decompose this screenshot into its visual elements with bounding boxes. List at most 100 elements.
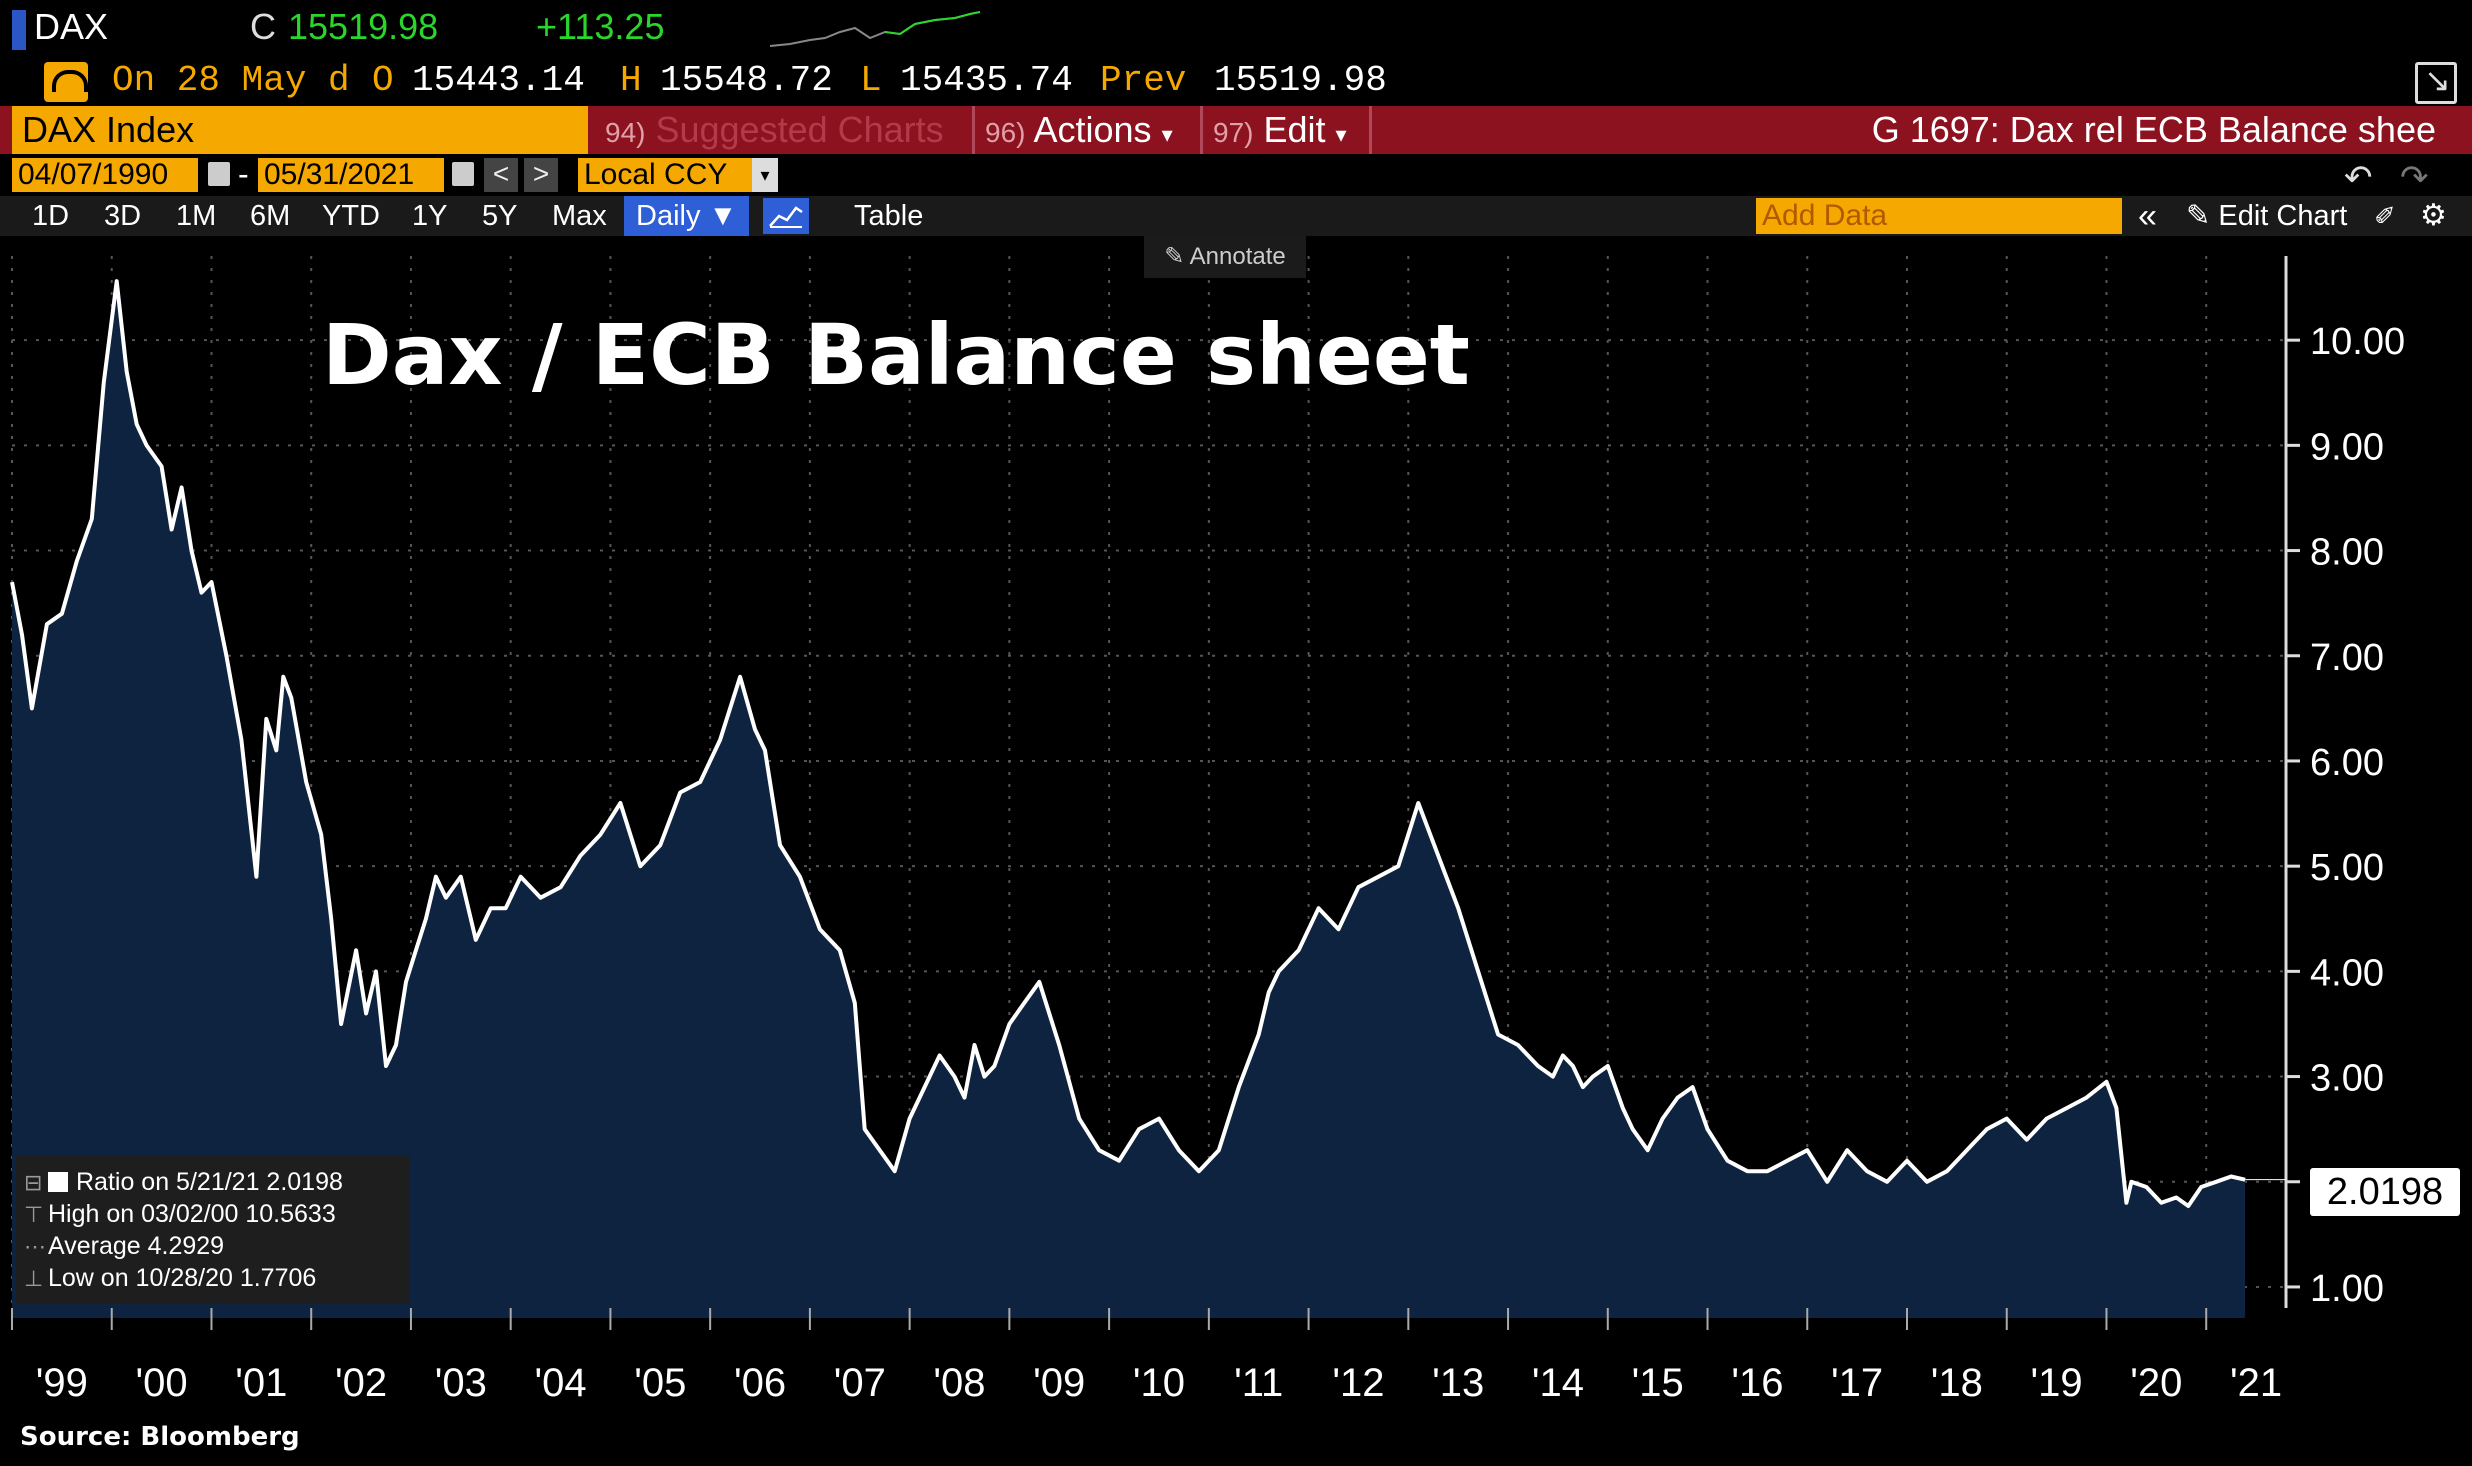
undo-icon[interactable]: ↶ <box>2344 159 2373 197</box>
edit-caret-icon: ▾ <box>1335 122 1347 147</box>
actions-caret-icon: ▾ <box>1161 122 1173 147</box>
period-5y-button[interactable]: 5Y <box>482 200 518 232</box>
ratio-series-line[interactable] <box>10 279 2246 1208</box>
x-tick-label: '17 <box>1831 1361 1883 1405</box>
table-button[interactable]: Table <box>854 200 924 232</box>
legend-ratio-text: Ratio on 5/21/21 2.0198 <box>76 1168 343 1196</box>
x-tick-label: '21 <box>2230 1361 2282 1405</box>
source-note: Source: Bloomberg <box>20 1422 300 1452</box>
edit-chart-button[interactable]: ✎ Edit Chart <box>2186 200 2348 232</box>
edit-menu[interactable]: 97) Edit ▾ <box>1200 106 1372 154</box>
change-value: +113.25 <box>536 6 665 47</box>
expand-icon[interactable] <box>2415 61 2457 104</box>
start-date-input[interactable]: 04/07/1990 <box>12 158 198 192</box>
x-tick-label: '09 <box>1033 1361 1085 1405</box>
legend-high-icon: ⊤ <box>24 1202 44 1227</box>
period-ytd-button[interactable]: YTD <box>322 200 380 232</box>
start-calendar-icon[interactable] <box>208 162 230 186</box>
low-label: L <box>860 60 882 101</box>
chart-axes: 1.00 3.00 4.00 5.00 6.00 7.00 8.00 9.00 10.00 '99… <box>11 256 2405 1405</box>
ticker-symbol[interactable]: DAX <box>34 6 109 47</box>
edit-number: 97) <box>1213 117 1254 148</box>
frequency-select[interactable]: Daily ▼ <box>624 196 750 236</box>
chart-title: Dax / ECB Balance sheet <box>322 306 1470 404</box>
line-chart-icon[interactable] <box>763 198 809 234</box>
y-tick-label: 7.00 <box>2310 637 2384 679</box>
period-1m-button[interactable]: 1M <box>176 200 217 232</box>
x-tick-label: '12 <box>1332 1361 1384 1405</box>
legend-swatch <box>48 1172 68 1192</box>
x-tick-label: '00 <box>136 1361 188 1405</box>
chart-id-title: G 1697: Dax rel ECB Balance shee <box>1871 109 2436 150</box>
currency-select[interactable]: Local CCY <box>578 158 778 192</box>
low-value: 15435.74 <box>900 60 1073 101</box>
y-tick-label: 1.00 <box>2310 1268 2384 1310</box>
x-tick-label: '19 <box>2031 1361 2083 1405</box>
x-tick-label: '04 <box>534 1361 586 1405</box>
x-tick-label: '06 <box>734 1361 786 1405</box>
period-6m-button[interactable]: 6M <box>250 200 291 232</box>
y-tick-label: 3.00 <box>2310 1058 2384 1100</box>
quote-bar: DAX C 15519.98 +113.25 <box>0 0 2472 60</box>
prev-label: Prev <box>1100 60 1187 101</box>
legend-collapse-icon[interactable]: ⊟ <box>24 1170 43 1195</box>
actions-label: Actions <box>1033 109 1152 150</box>
prev-value: 15519.98 <box>1214 60 1387 101</box>
close-label: C <box>250 6 276 47</box>
x-tick-label: '99 <box>36 1361 88 1405</box>
legend-average-text: Average 4.2929 <box>48 1232 225 1260</box>
legend-low-row: ⊥ Low on 10/28/20 1.7706 <box>24 1264 316 1293</box>
x-tick-label: '07 <box>834 1361 886 1405</box>
redo-icon[interactable]: ↷ <box>2400 159 2429 197</box>
period-1y-button[interactable]: 1Y <box>412 200 448 232</box>
y-tick-label: 4.00 <box>2310 952 2384 994</box>
security-field[interactable]: DAX Index <box>12 106 588 154</box>
legend-ratio-row: ⊟ Ratio on 5/21/21 2.0198 <box>24 1168 343 1197</box>
period-max-button[interactable]: Max <box>552 200 607 232</box>
period-3d-button[interactable]: 3D <box>104 200 142 232</box>
end-calendar-icon[interactable] <box>452 162 474 186</box>
legend-low-text: Low on 10/28/20 1.7706 <box>48 1264 317 1292</box>
x-tick-label: '01 <box>235 1361 287 1405</box>
edit-label: Edit <box>1263 109 1326 150</box>
legend-average-icon: ⋯ <box>24 1234 46 1259</box>
x-tick-label: '14 <box>1532 1361 1584 1405</box>
x-tick-label: '15 <box>1632 1361 1684 1405</box>
ratio-chart[interactable]: 1.00 3.00 4.00 5.00 6.00 7.00 8.00 9.00 10.00 '99… <box>0 236 2472 1466</box>
range-back-button[interactable]: < <box>484 158 518 192</box>
end-date-input[interactable]: 05/31/2021 <box>258 158 444 192</box>
actions-menu[interactable]: 96) Actions ▾ <box>972 106 1197 154</box>
ohlc-bar: On 28 May d O 15443.14 H 15548.72 L 1543… <box>0 58 2472 106</box>
legend-low-icon: ⊥ <box>24 1266 44 1291</box>
range-forward-button[interactable]: > <box>524 158 558 192</box>
legend-average-row: ⋯Average 4.2929 <box>24 1232 224 1261</box>
legend-high-row: ⊤ High on 03/02/00 10.5633 <box>24 1200 336 1229</box>
annotate-button[interactable]: ✎ Annotate <box>1144 236 1306 278</box>
y-tick-label: 8.00 <box>2310 532 2384 574</box>
y-tick-label: 6.00 <box>2310 742 2384 784</box>
x-tick-label: '16 <box>1731 1361 1783 1405</box>
suggested-charts-label: Suggested Charts <box>655 109 944 150</box>
y-tick-label: 5.00 <box>2310 847 2384 889</box>
actions-number: 96) <box>985 117 1026 148</box>
x-tick-label: '05 <box>634 1361 686 1405</box>
settings-gear-icon[interactable]: ⚙ <box>2420 199 2447 232</box>
quote-date: On 28 May d <box>112 60 350 101</box>
suggested-charts-menu[interactable]: 94) Suggested Charts <box>595 106 965 154</box>
open-value: 15443.14 <box>412 60 585 101</box>
ticker-color-marker <box>12 10 26 50</box>
close-value: 15519.98 <box>288 6 439 47</box>
x-tick-label: '10 <box>1133 1361 1185 1405</box>
x-tick-label: '13 <box>1432 1361 1484 1405</box>
collapse-icon[interactable]: « <box>2138 197 2157 235</box>
period-1d-button[interactable]: 1D <box>32 200 70 232</box>
chart-legend[interactable]: ⊟ Ratio on 5/21/21 2.0198 ⊤ High on 03/02/… <box>16 1156 410 1304</box>
open-label: O <box>372 60 394 101</box>
legend-high-text: High on 03/02/00 10.5633 <box>48 1200 336 1228</box>
y-tick-label: 10.00 <box>2310 321 2405 363</box>
add-data-input[interactable]: Add Data <box>1756 198 2122 234</box>
speedometer-icon[interactable] <box>44 62 88 102</box>
currency-dropdown-icon[interactable]: ▾ <box>752 158 778 192</box>
draw-tool-icon[interactable]: ✐ <box>2374 201 2396 231</box>
sparkline-icon <box>770 11 980 47</box>
